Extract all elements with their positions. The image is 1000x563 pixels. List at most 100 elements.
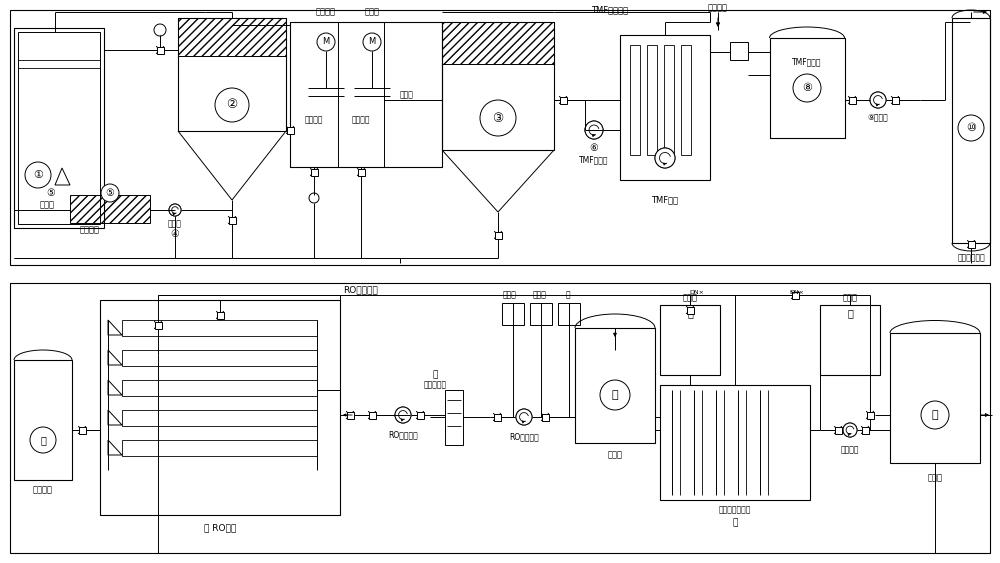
Circle shape — [154, 24, 166, 36]
Circle shape — [870, 92, 886, 108]
Bar — [442, 22, 554, 150]
Bar — [558, 303, 580, 325]
Text: ⑤: ⑤ — [46, 188, 55, 198]
Bar — [122, 410, 317, 426]
Text: ⑬: ⑬ — [732, 519, 738, 528]
Bar — [347, 412, 354, 418]
Text: ⑳ RO装置: ⑳ RO装置 — [204, 524, 236, 533]
Bar — [630, 45, 640, 155]
Text: TMF产水箱: TMF产水箱 — [792, 57, 822, 66]
Bar — [848, 96, 856, 104]
Text: 碳酸钠: 碳酸钠 — [364, 7, 380, 16]
Bar — [620, 35, 710, 180]
Text: ⑤: ⑤ — [106, 188, 114, 198]
Circle shape — [101, 184, 119, 202]
Text: 泥饼外运: 泥饼外运 — [80, 226, 100, 235]
Text: ①: ① — [33, 170, 43, 180]
Text: RO提升泵⑰: RO提升泵⑰ — [509, 432, 539, 441]
Text: 产品水箱: 产品水箱 — [33, 485, 53, 494]
Text: ⑱: ⑱ — [432, 370, 438, 379]
Circle shape — [921, 401, 949, 429]
Text: 产水箱: 产水箱 — [608, 450, 622, 459]
Text: 保安过滤器: 保安过滤器 — [423, 381, 447, 390]
Bar — [494, 231, 502, 239]
Circle shape — [363, 33, 381, 51]
Bar — [494, 413, 501, 421]
Bar — [368, 412, 376, 418]
Bar — [156, 47, 164, 53]
Text: 离子交换树脂: 离子交换树脂 — [957, 253, 985, 262]
Bar — [228, 217, 236, 224]
Text: ⑩: ⑩ — [966, 123, 976, 133]
Bar — [10, 10, 990, 265]
Bar — [681, 45, 691, 155]
Bar — [445, 390, 463, 445]
Bar — [122, 380, 317, 396]
Bar — [70, 195, 150, 223]
Circle shape — [600, 380, 630, 410]
Circle shape — [309, 193, 319, 203]
Bar — [770, 38, 845, 138]
Text: 产水箱: 产水箱 — [928, 473, 942, 482]
Bar — [820, 305, 880, 375]
Bar — [122, 320, 317, 336]
Bar — [664, 45, 674, 155]
Circle shape — [585, 121, 603, 139]
Text: ⑭: ⑭ — [612, 390, 618, 400]
Bar — [502, 303, 524, 325]
Text: 还原剂: 还原剂 — [533, 291, 547, 300]
Bar — [792, 292, 798, 298]
Circle shape — [655, 148, 675, 168]
Circle shape — [793, 74, 821, 102]
Bar — [968, 240, 974, 248]
Bar — [542, 413, 548, 421]
Text: ㉑: ㉑ — [40, 435, 46, 445]
Circle shape — [395, 407, 411, 423]
Text: ②: ② — [226, 99, 238, 111]
Text: M: M — [322, 38, 330, 47]
Bar — [14, 28, 104, 228]
Circle shape — [516, 409, 532, 425]
Text: 阻垢剂: 阻垢剂 — [503, 291, 517, 300]
Text: 微电解双膜系统: 微电解双膜系统 — [719, 506, 751, 515]
Circle shape — [25, 162, 51, 188]
Text: 压滤液: 压滤液 — [40, 200, 55, 209]
Circle shape — [215, 88, 249, 122]
Bar — [287, 127, 294, 133]
Bar — [686, 306, 694, 314]
Bar — [530, 303, 552, 325]
Bar — [78, 427, 86, 434]
Text: 反应池二: 反应池二 — [352, 115, 370, 124]
Text: 压缩空气: 压缩空气 — [708, 3, 728, 12]
Circle shape — [843, 423, 857, 437]
Bar — [442, 22, 554, 64]
Circle shape — [958, 115, 984, 141]
Text: 反应池一: 反应池一 — [305, 115, 323, 124]
Circle shape — [843, 423, 857, 437]
Text: DN×: DN× — [690, 289, 704, 294]
Bar — [122, 440, 317, 456]
Circle shape — [169, 204, 181, 216]
Bar — [18, 32, 100, 224]
Text: 给水泵⑫: 给水泵⑫ — [841, 445, 859, 454]
Text: M: M — [368, 38, 376, 47]
Bar — [560, 96, 566, 104]
Text: ⑧: ⑧ — [802, 83, 812, 93]
Bar — [660, 385, 810, 500]
Bar — [122, 350, 317, 366]
Circle shape — [516, 409, 532, 425]
Bar — [290, 22, 442, 167]
Text: ⑥: ⑥ — [590, 143, 598, 153]
Text: 过滤区: 过滤区 — [400, 91, 414, 100]
Bar — [100, 300, 340, 515]
Bar — [154, 321, 162, 328]
Text: TMF提升泵: TMF提升泵 — [579, 155, 609, 164]
Bar — [178, 18, 286, 131]
Circle shape — [317, 33, 335, 51]
Text: ⑨给水泵: ⑨给水泵 — [868, 114, 888, 123]
Bar — [310, 168, 318, 176]
Circle shape — [30, 427, 56, 453]
Text: 氢氧化钠: 氢氧化钠 — [316, 7, 336, 16]
Circle shape — [585, 121, 603, 139]
Text: 碱液箱: 碱液箱 — [682, 293, 698, 302]
